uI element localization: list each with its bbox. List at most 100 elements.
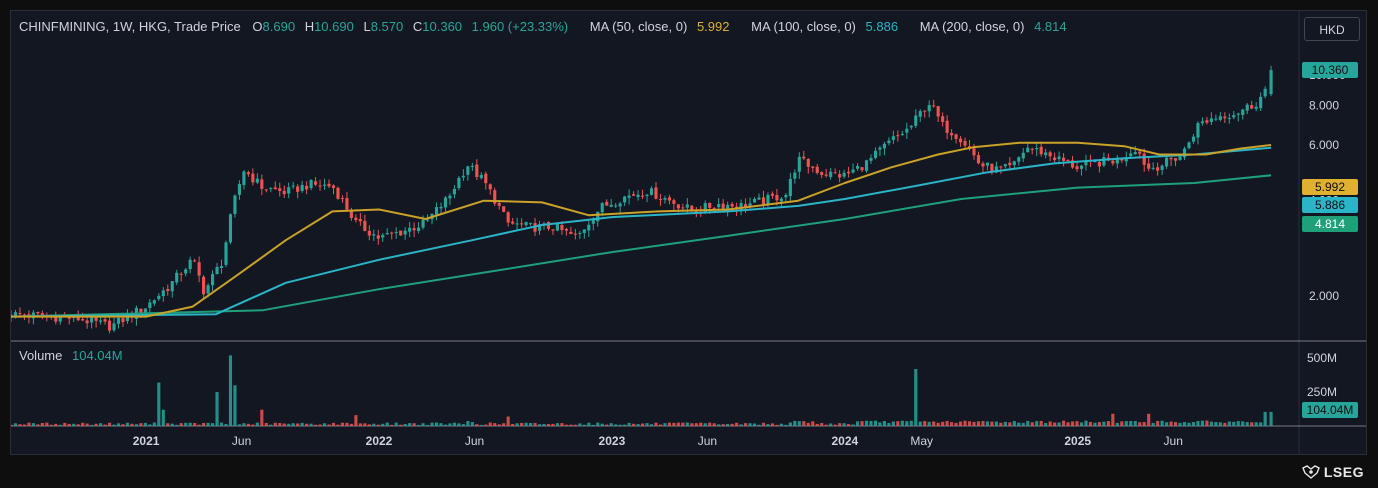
price-tick-label: 6.000 bbox=[1309, 138, 1339, 152]
volume-bar bbox=[300, 422, 304, 426]
volume-bar bbox=[107, 422, 112, 426]
candle-body bbox=[770, 193, 775, 196]
candle-body bbox=[923, 110, 927, 112]
volume-bar bbox=[1075, 421, 1079, 426]
candle-body bbox=[139, 308, 143, 313]
volume-bar bbox=[685, 422, 689, 426]
candle-body bbox=[954, 134, 958, 139]
candle-body bbox=[354, 217, 358, 221]
candle-body bbox=[479, 174, 483, 179]
volume-bar bbox=[63, 422, 67, 426]
volume-tick-label: 250M bbox=[1307, 385, 1337, 399]
candle-body bbox=[242, 171, 246, 185]
candle-body bbox=[676, 204, 680, 209]
volume-bar bbox=[1156, 420, 1160, 426]
candle-body bbox=[260, 179, 264, 189]
candle-body bbox=[296, 186, 300, 192]
volume-bar bbox=[918, 421, 922, 426]
candle-body bbox=[1057, 156, 1061, 160]
volume-bar bbox=[430, 422, 434, 426]
volume-bar bbox=[331, 422, 336, 426]
volume-bar bbox=[493, 423, 497, 426]
volume-bar bbox=[515, 423, 519, 426]
volume-bar bbox=[529, 422, 533, 426]
candle-body bbox=[829, 171, 833, 178]
currency-button[interactable]: HKD bbox=[1304, 17, 1360, 41]
volume-bar bbox=[726, 423, 730, 426]
candle-body bbox=[708, 202, 712, 208]
volume-bar bbox=[761, 422, 766, 426]
volume-bar bbox=[838, 423, 842, 426]
volume-bar bbox=[587, 422, 591, 426]
volume-bar bbox=[923, 421, 927, 426]
volume-bar bbox=[1053, 422, 1057, 426]
candle-body bbox=[797, 156, 801, 172]
volume-bar bbox=[847, 424, 851, 426]
candle-body bbox=[506, 212, 510, 223]
candle-body bbox=[918, 111, 922, 117]
volume-bar bbox=[22, 424, 27, 426]
time-tick-label: Jun bbox=[698, 434, 717, 448]
volume-bar bbox=[1209, 421, 1213, 426]
candle-body bbox=[13, 312, 18, 317]
volume-bar bbox=[488, 422, 492, 426]
candle-body bbox=[721, 203, 725, 209]
candle-body bbox=[833, 172, 837, 174]
candle-body bbox=[152, 300, 156, 304]
candle-body bbox=[820, 172, 824, 175]
candle-body bbox=[555, 224, 560, 231]
volume-bar bbox=[1214, 422, 1218, 426]
candle-body bbox=[981, 163, 985, 167]
volume-bar bbox=[1250, 422, 1254, 426]
candle-body bbox=[461, 175, 465, 178]
volume-bar bbox=[448, 423, 452, 426]
candle-body bbox=[502, 206, 506, 212]
volume-bar bbox=[578, 423, 582, 426]
candle-body bbox=[591, 220, 595, 224]
time-tick-label: 2021 bbox=[133, 434, 160, 448]
candle-body bbox=[484, 173, 488, 184]
volume-bar bbox=[443, 424, 448, 426]
candle-body bbox=[537, 224, 542, 231]
volume-bar bbox=[470, 422, 474, 426]
volume-bar bbox=[475, 424, 479, 426]
volume-bar bbox=[1070, 421, 1075, 426]
volume-bar bbox=[511, 424, 515, 426]
candle-body bbox=[425, 219, 430, 221]
price-legend: CHINFMINING, 1W, HKG, Trade Price O8.690… bbox=[19, 19, 1067, 34]
candle-body bbox=[806, 158, 810, 167]
candle-body bbox=[219, 266, 224, 269]
volume-bar bbox=[264, 422, 268, 426]
candle-body bbox=[246, 172, 250, 175]
candle-body bbox=[757, 197, 761, 200]
volume-bar bbox=[730, 423, 734, 426]
volume-bar bbox=[170, 423, 174, 426]
volume-bar bbox=[255, 422, 259, 426]
volume-bar bbox=[950, 422, 954, 426]
volume-bar bbox=[278, 423, 282, 426]
candle-body bbox=[184, 269, 188, 274]
candle-body bbox=[1250, 105, 1254, 109]
candle-body bbox=[1097, 161, 1101, 167]
candle-body bbox=[376, 235, 380, 239]
candle-body bbox=[752, 198, 757, 203]
volume-bar bbox=[45, 422, 49, 426]
volume-bar bbox=[193, 423, 197, 426]
volume-bar bbox=[1259, 422, 1263, 426]
candle-body bbox=[67, 316, 71, 319]
chart-canvas[interactable]: 10.0008.0006.0004.0002.000500M250M2021Ju… bbox=[11, 11, 1367, 455]
candle-body bbox=[408, 227, 412, 232]
volume-bar bbox=[990, 421, 994, 426]
candle-body bbox=[394, 231, 398, 233]
candle-body bbox=[282, 190, 286, 195]
volume-bar bbox=[497, 424, 501, 426]
volume-bar bbox=[318, 424, 322, 426]
volume-bar bbox=[1232, 421, 1236, 426]
candle-body bbox=[166, 288, 170, 292]
candle-body bbox=[524, 221, 528, 226]
volume-bar bbox=[976, 421, 981, 426]
candle-body bbox=[873, 150, 878, 158]
candle-body bbox=[497, 203, 501, 206]
candle-body bbox=[864, 160, 869, 171]
volume-bar bbox=[81, 422, 85, 426]
